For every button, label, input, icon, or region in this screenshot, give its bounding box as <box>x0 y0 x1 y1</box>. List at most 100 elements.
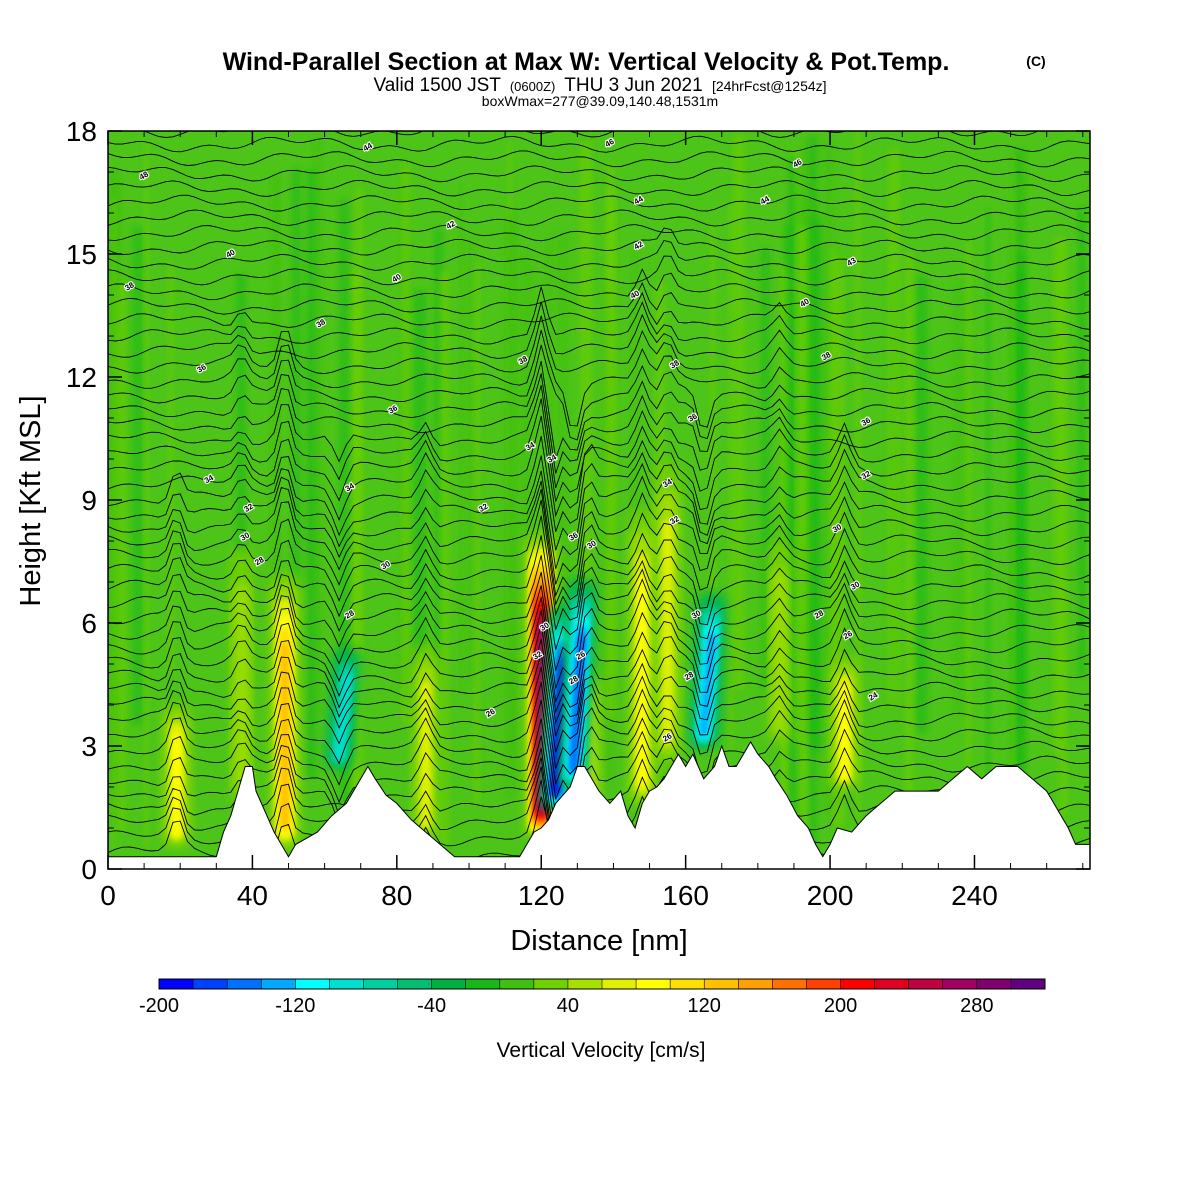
background-streak <box>795 149 800 744</box>
x-tick-label: 200 <box>807 880 854 911</box>
background-streak <box>351 272 362 790</box>
theta-contour <box>108 699 1090 800</box>
colorbar-swatch <box>806 979 841 989</box>
theta-contour <box>108 373 1090 474</box>
background-streak <box>466 237 473 685</box>
y-tick-label: 18 <box>66 116 97 147</box>
colorbar-swatch <box>1010 979 1046 989</box>
colorbar-swatch <box>363 979 398 989</box>
background-streak <box>788 158 800 827</box>
y-tick-label: 6 <box>81 608 97 639</box>
background-streak <box>507 210 516 756</box>
colorbar-tick-label: -40 <box>417 995 446 1017</box>
background-streak <box>965 240 972 783</box>
colorbar-swatch <box>942 979 978 989</box>
colorbar-swatch <box>602 979 637 989</box>
x-tick-label: 120 <box>518 880 565 911</box>
colorbar-tick-label: 280 <box>960 995 993 1017</box>
valid-time: Valid 1500 JST <box>373 75 501 96</box>
background-streak <box>401 163 410 725</box>
background-streak <box>112 197 116 851</box>
y-axis-title: Height [Kft MSL] <box>15 395 47 606</box>
colorbar-swatch <box>772 979 807 989</box>
theta-contour <box>108 489 1090 598</box>
background-streak <box>824 140 836 815</box>
theta-contour <box>108 470 1090 569</box>
colorbar: -200 -120 -40 40 120 200 280 <box>139 978 1046 1017</box>
colorbar-swatch <box>704 979 739 989</box>
background-streak <box>733 134 745 689</box>
background-streak <box>1078 208 1086 678</box>
background-streak <box>728 204 734 751</box>
theta-contour <box>108 735 1090 832</box>
background-streak <box>546 237 552 765</box>
colorbar-swatch <box>227 979 262 989</box>
background-streak <box>168 260 174 675</box>
chart-subtitle: Valid 1500 JST (0600Z) THU 3 Jun 2021 [2… <box>373 75 826 96</box>
background-streak <box>986 209 991 869</box>
theta-contour <box>108 624 1090 725</box>
background-streak <box>557 232 569 743</box>
colorbar-tick-label: 120 <box>688 995 721 1017</box>
x-tick-label: 240 <box>951 880 998 911</box>
y-tick-label: 3 <box>81 731 97 762</box>
forecast-run: [24hrFcst@1254z] <box>712 78 827 94</box>
updraft-cell <box>629 508 655 806</box>
background-streak <box>306 169 316 778</box>
colorbar-tick-label: 40 <box>557 995 579 1017</box>
background-streak <box>579 143 592 787</box>
x-tick-label: 40 <box>237 880 268 911</box>
background-streak <box>832 256 845 828</box>
y-axis: 0 3 6 9 12 15 18 <box>66 116 1090 885</box>
theta-contour <box>108 435 1090 532</box>
colorbar-swatch <box>499 979 535 989</box>
theta-contour <box>108 135 1090 153</box>
colorbar-swatch <box>840 979 875 989</box>
background-streak <box>797 226 808 849</box>
colorbar-swatch <box>533 979 569 989</box>
background-streak <box>605 188 616 719</box>
theta-contour <box>108 227 1090 256</box>
colorbar-swatch <box>738 979 773 989</box>
velocity-band <box>420 681 431 829</box>
velocity-band <box>839 684 850 781</box>
colorbar-swatch <box>329 979 364 989</box>
theta-contour <box>108 255 1090 286</box>
y-tick-label: 15 <box>66 239 97 270</box>
colorbar-swatch <box>397 979 432 989</box>
theta-contour <box>108 194 1090 212</box>
theta-contour <box>108 165 1090 183</box>
theta-contour <box>108 209 1090 227</box>
background-streak <box>459 185 464 693</box>
background-streak <box>522 254 533 790</box>
colorbar-swatch <box>193 979 228 989</box>
theta-contour <box>108 224 1090 242</box>
colorbar-swatch <box>874 979 909 989</box>
background-streak <box>144 143 149 848</box>
theta-contour <box>108 555 1090 650</box>
theta-contour <box>108 179 1090 198</box>
theta-contour <box>108 597 1090 704</box>
theta-contour <box>108 301 1090 360</box>
background-streak <box>473 264 480 803</box>
background-streak <box>313 139 322 716</box>
theta-contour <box>108 268 1090 301</box>
colorbar-tick-label: 200 <box>824 995 857 1017</box>
theta-contour <box>108 385 1090 489</box>
theta-contour <box>108 609 1090 714</box>
colorbar-swatch <box>908 979 944 989</box>
theta-contour <box>108 344 1090 441</box>
background-streak <box>892 277 897 709</box>
theta-contour <box>108 329 1090 427</box>
colorbar-title: Vertical Velocity [cm/s] <box>497 1039 706 1062</box>
y-tick-label: 9 <box>81 485 97 516</box>
theta-contour <box>108 666 1090 769</box>
colorbar-tick-label: -120 <box>275 995 315 1017</box>
updraft-cell <box>413 644 438 840</box>
background-streak <box>631 251 638 718</box>
theta-contour <box>108 360 1090 459</box>
theta-contour <box>108 638 1090 737</box>
theta-contour <box>108 398 1090 502</box>
chart-title: Wind-Parallel Section at Max W: Vertical… <box>223 48 950 76</box>
